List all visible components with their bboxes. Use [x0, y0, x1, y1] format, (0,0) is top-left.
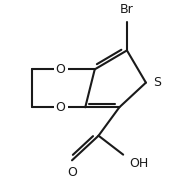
Text: S: S: [154, 76, 161, 89]
Text: OH: OH: [129, 157, 148, 170]
Text: O: O: [56, 101, 66, 114]
Text: O: O: [56, 63, 66, 76]
Text: O: O: [67, 166, 77, 179]
Text: Br: Br: [120, 3, 134, 16]
